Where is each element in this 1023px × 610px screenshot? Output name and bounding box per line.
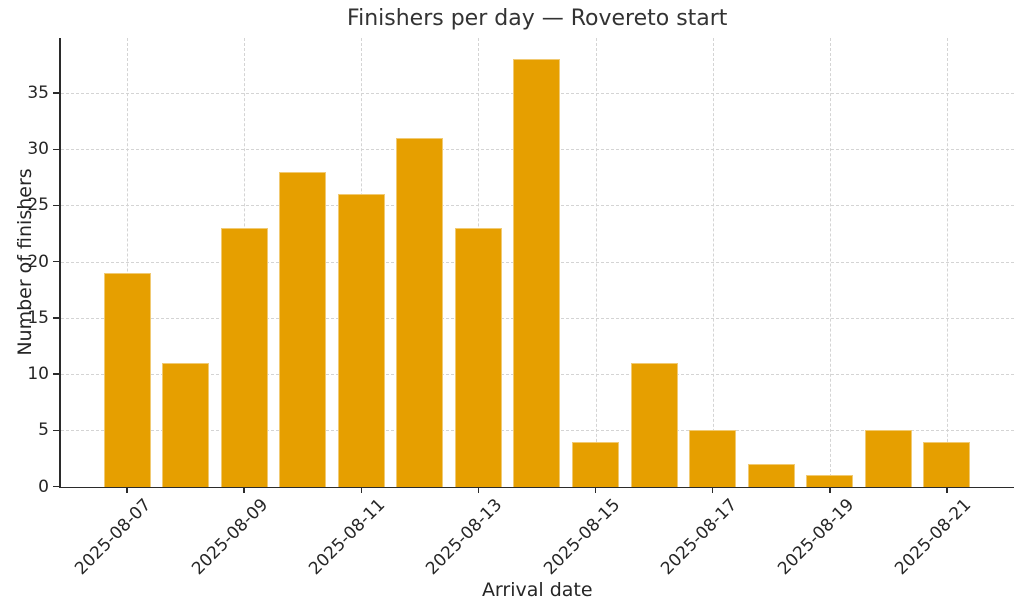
x-gridline — [946, 38, 948, 487]
y-tick-label: 20 — [27, 251, 49, 272]
y-tick-label: 0 — [38, 476, 49, 497]
y-tick-mark — [53, 260, 59, 263]
x-gridline — [127, 38, 128, 487]
bar — [220, 227, 268, 487]
x-tick-mark — [594, 486, 597, 493]
x-tick-mark — [829, 486, 831, 493]
chart-title: Finishers per day — Rovereto start — [347, 6, 728, 31]
y-tick-mark — [53, 92, 59, 94]
y-tick-mark — [53, 429, 59, 432]
y-tick-mark — [53, 373, 59, 375]
y-tick-mark — [53, 485, 59, 488]
bar — [454, 227, 502, 487]
bar — [630, 362, 678, 487]
y-tick-mark — [53, 148, 59, 151]
y-axis-spine — [59, 38, 61, 488]
y-tick-mark — [53, 317, 59, 319]
bar — [806, 475, 854, 487]
y-tick-label: 5 — [38, 420, 49, 441]
y-tick-label: 25 — [27, 195, 49, 216]
x-tick-mark — [477, 486, 480, 493]
y-tick-mark — [53, 204, 59, 207]
x-axis-spine — [59, 486, 1014, 488]
y-tick-label: 15 — [27, 307, 49, 328]
bar — [864, 430, 912, 487]
x-tick-mark — [126, 486, 128, 493]
x-tick-mark — [360, 486, 362, 493]
x-gridline — [829, 38, 831, 487]
bar — [396, 138, 444, 487]
bar — [923, 441, 971, 487]
bar — [689, 430, 737, 487]
y-tick-label: 35 — [27, 83, 49, 104]
plot-area — [60, 38, 1014, 487]
x-tick-mark — [946, 486, 948, 493]
x-tick-mark — [711, 486, 714, 493]
bar — [337, 194, 385, 487]
bar — [162, 362, 210, 487]
bar — [513, 59, 561, 487]
bar — [747, 464, 795, 487]
x-tick-mark — [243, 486, 245, 493]
y-tick-label: 10 — [27, 364, 49, 385]
bar — [279, 171, 327, 487]
x-axis-label: Arrival date — [481, 579, 593, 601]
x-gridline — [712, 38, 714, 487]
y-tick-label: 30 — [27, 139, 49, 160]
x-gridline — [595, 38, 597, 487]
bar — [103, 272, 151, 487]
bar — [572, 441, 620, 487]
